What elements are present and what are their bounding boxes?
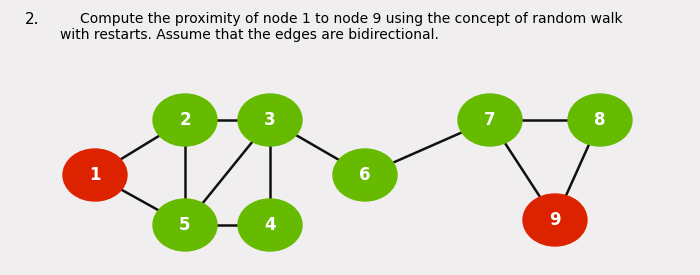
- Text: 3: 3: [264, 111, 276, 129]
- Ellipse shape: [153, 94, 217, 146]
- Ellipse shape: [238, 94, 302, 146]
- Ellipse shape: [238, 199, 302, 251]
- Text: 6: 6: [359, 166, 371, 184]
- Text: with restarts. Assume that the edges are bidirectional.: with restarts. Assume that the edges are…: [60, 28, 439, 42]
- Text: 8: 8: [594, 111, 606, 129]
- Ellipse shape: [63, 149, 127, 201]
- Ellipse shape: [568, 94, 632, 146]
- Text: 5: 5: [179, 216, 190, 234]
- Ellipse shape: [153, 199, 217, 251]
- Ellipse shape: [333, 149, 397, 201]
- Text: 7: 7: [484, 111, 496, 129]
- Text: Compute the proximity of node 1 to node 9 using the concept of random walk: Compute the proximity of node 1 to node …: [80, 12, 622, 26]
- Ellipse shape: [523, 194, 587, 246]
- Text: 1: 1: [90, 166, 101, 184]
- Text: 2: 2: [179, 111, 191, 129]
- Text: 4: 4: [264, 216, 276, 234]
- Text: 2.: 2.: [25, 12, 39, 27]
- Text: 9: 9: [550, 211, 561, 229]
- Ellipse shape: [458, 94, 522, 146]
